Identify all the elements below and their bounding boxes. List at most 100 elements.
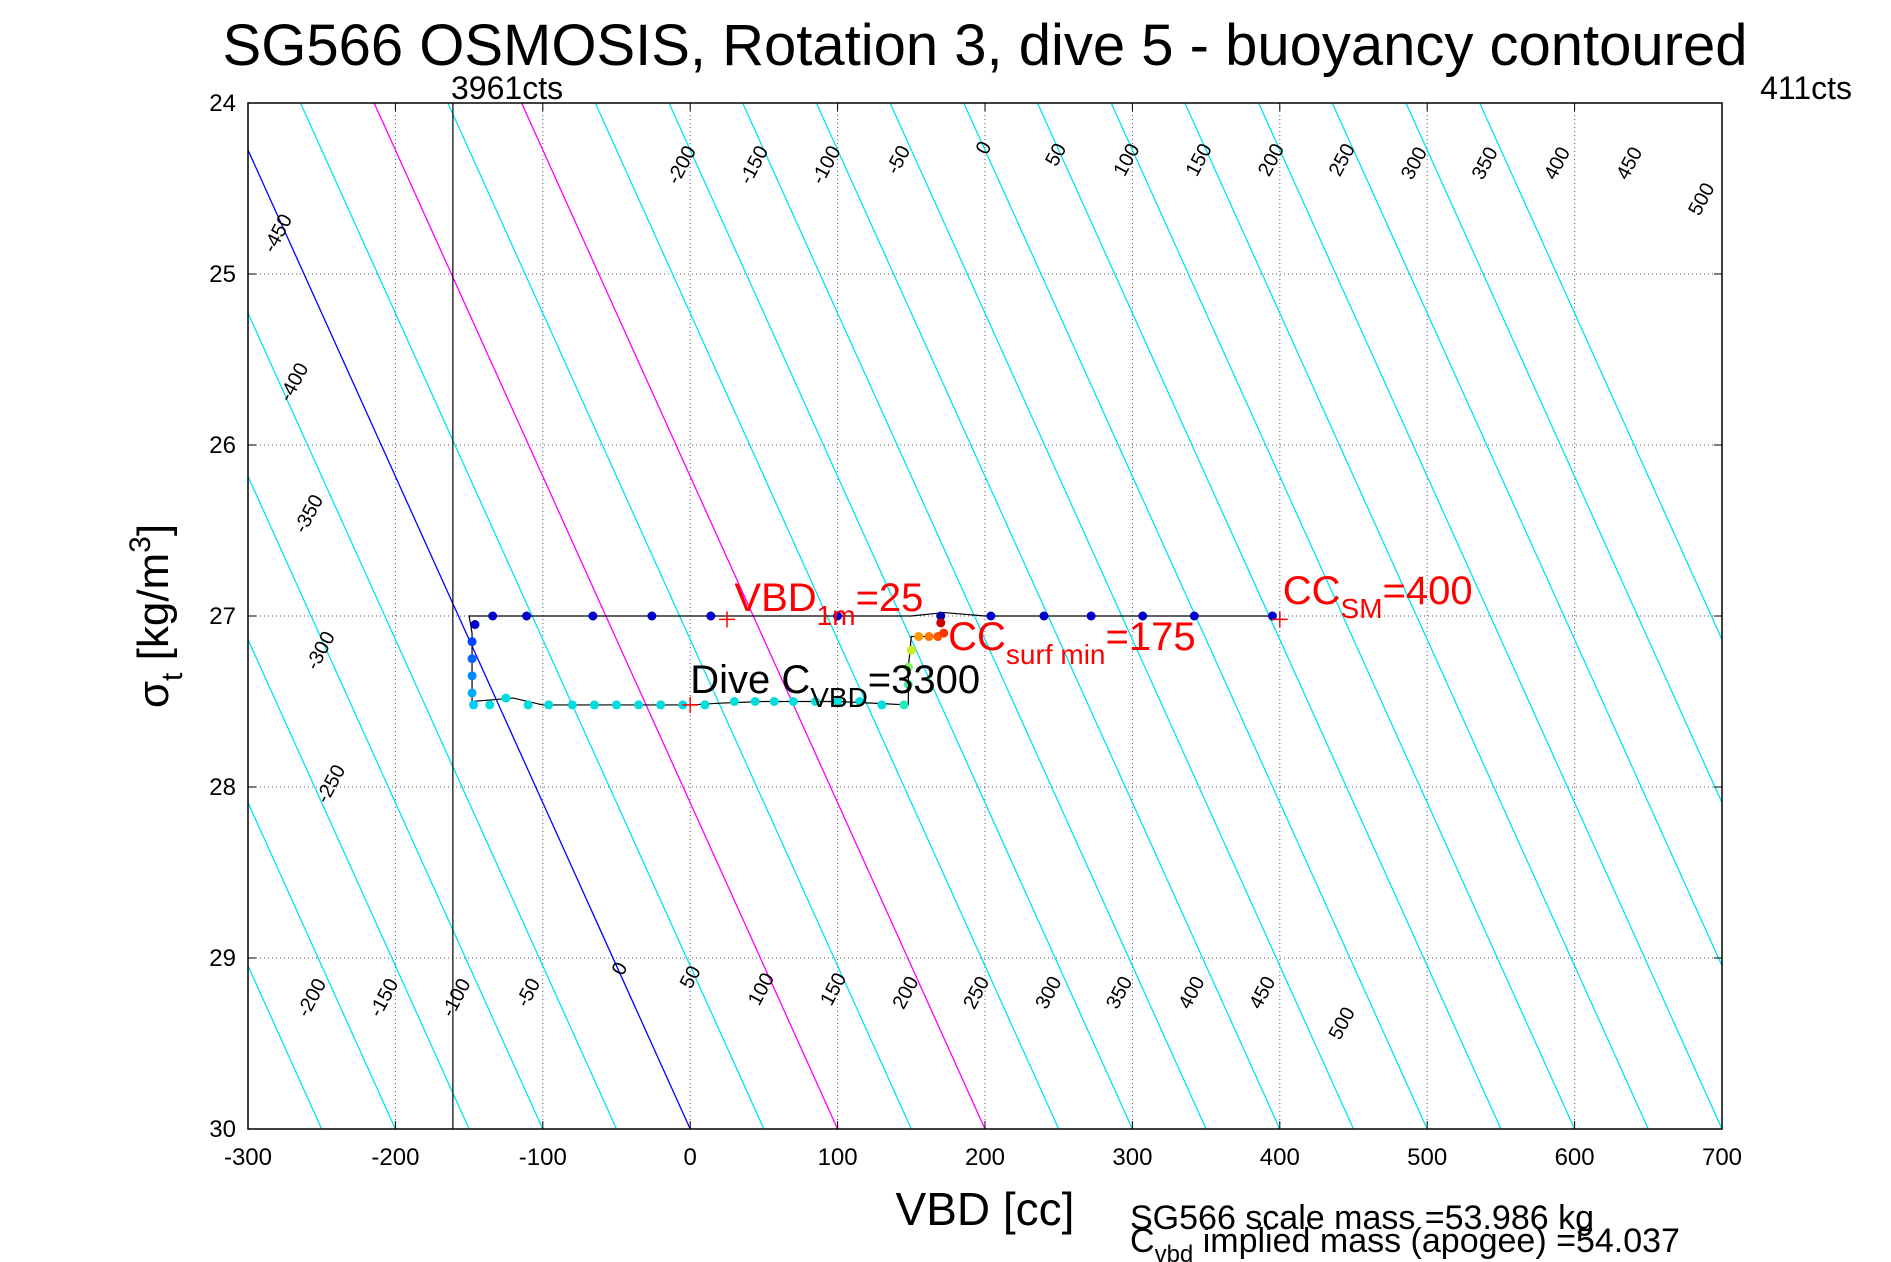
x-tick-label: -100 — [519, 1144, 567, 1171]
x-tick-label: 0 — [684, 1144, 697, 1171]
dive-point — [729, 697, 739, 706]
contour-label: -150 — [735, 142, 773, 188]
contour-label: 250 — [959, 973, 994, 1013]
reference-marker — [682, 696, 699, 713]
vbd-max-counts-label: 411cts — [1760, 70, 1852, 106]
dive-point — [936, 618, 946, 628]
annotation-cc_surf_min: CCsurf min=175 — [948, 615, 1195, 670]
vbd-min-counts-label: 3961cts — [451, 70, 563, 106]
y-axis-label: σt [kg/m3] — [124, 524, 189, 708]
dive-point — [467, 637, 477, 647]
dive-point — [467, 671, 477, 681]
contour-label: 200 — [888, 973, 923, 1013]
annotation-value: =25 — [856, 576, 924, 620]
dive-point — [700, 700, 710, 710]
dive-point — [485, 700, 495, 710]
dive-point — [522, 611, 532, 621]
contour-line--450 — [0, 103, 27, 1129]
contour-line--150 — [248, 637, 470, 1129]
contour-label: -50 — [512, 975, 545, 1011]
reference-marker — [719, 611, 736, 628]
contour-label: 0 — [972, 138, 997, 158]
annotation-sub: VBD — [810, 682, 868, 713]
contour-label: -250 — [312, 761, 350, 807]
y-tick-label: 29 — [209, 945, 236, 972]
dive-point — [986, 611, 996, 621]
dive-point — [706, 611, 716, 621]
contour-label: 200 — [1254, 140, 1289, 180]
footer-implied-mass: Cvbd implied mass (apogee) =54.037 — [1130, 1222, 1680, 1262]
contour-label: 500 — [1325, 1004, 1360, 1044]
contour-label: -100 — [437, 975, 475, 1021]
contour-label: -200 — [293, 975, 331, 1021]
dive-point — [1039, 611, 1049, 621]
annotation-sub: 1m — [817, 600, 856, 631]
dive-point — [488, 611, 498, 621]
reference-markers — [682, 611, 1288, 713]
contour-line--400 — [0, 103, 101, 1129]
dive-point — [589, 700, 599, 710]
contour-line-800 — [1405, 103, 1722, 805]
dive-point — [612, 700, 621, 710]
annotation-sub: SM — [1341, 593, 1383, 624]
dive-points — [467, 611, 1277, 710]
contour-label: 300 — [1031, 973, 1066, 1013]
y-axis-label-sub: t — [156, 672, 189, 681]
y-tick-label: 25 — [209, 261, 236, 288]
annotation-value: =175 — [1106, 615, 1196, 659]
footer-scale-mass: SG566 scale mass =53.986 kg — [1130, 1199, 1594, 1237]
dive-point — [750, 697, 760, 706]
contour-line-0 — [248, 148, 691, 1129]
contour-line-600 — [1110, 103, 1576, 1129]
footer-implied-mass-rest: implied mass (apogee) =54.037 — [1193, 1222, 1680, 1260]
contour-lines — [0, 103, 1722, 1129]
dive-point — [899, 700, 909, 710]
y-axis-label-sup: 3 — [124, 536, 157, 553]
annotation-vbd_1m: VBD1m=25 — [734, 576, 923, 631]
dive-point — [855, 697, 865, 706]
x-tick-label: 200 — [965, 1144, 1005, 1171]
contour-label: -450 — [259, 211, 297, 257]
dive-point — [924, 632, 934, 642]
dive-point — [788, 697, 798, 706]
y-axis-label-end: ] — [129, 524, 178, 536]
dive-point — [1138, 611, 1148, 621]
dive-point — [769, 697, 779, 706]
contour-label: 100 — [744, 969, 779, 1009]
contour-line-750 — [1331, 103, 1722, 968]
dive-point — [656, 700, 666, 710]
contour-label: 150 — [816, 969, 851, 1009]
dive-point — [939, 628, 949, 638]
y-tick-label: 27 — [209, 603, 236, 630]
y-axis-ticks: 24 25 26 27 28 29 30 — [209, 90, 1722, 1143]
x-tick-label: 100 — [818, 1144, 858, 1171]
annotation-cc_sm: CCSM=400 — [1283, 569, 1473, 624]
contour-label: 400 — [1174, 973, 1209, 1013]
y-tick-label: 24 — [209, 90, 236, 117]
contour-label: -200 — [663, 142, 701, 188]
contour-label: 350 — [1468, 144, 1503, 184]
dive-point — [833, 697, 843, 706]
dive-point — [1267, 611, 1277, 621]
contour-line--200 — [248, 801, 396, 1129]
dive-point — [467, 688, 477, 698]
contour-label: 500 — [1684, 179, 1719, 219]
annotation-main: Dive C — [690, 658, 810, 702]
y-tick-label: 28 — [209, 774, 236, 801]
footer-implied-mass-main: C — [1130, 1222, 1155, 1260]
x-tick-label: 400 — [1260, 1144, 1300, 1171]
annotation-dive_cvbd: Dive CVBD=3300 — [690, 658, 980, 713]
dive-point — [470, 620, 480, 630]
contour-line-850 — [1479, 103, 1722, 642]
x-tick-label: 600 — [1555, 1144, 1595, 1171]
x-tick-label: 700 — [1702, 1144, 1742, 1171]
x-tick-label: 500 — [1407, 1144, 1447, 1171]
contour-label: 350 — [1102, 973, 1137, 1013]
y-tick-label: 30 — [209, 1116, 236, 1143]
chart-title: SG566 OSMOSIS, Rotation 3, dive 5 - buoy… — [223, 13, 1748, 78]
annotation-value: =400 — [1383, 569, 1473, 613]
annotation-value: =3300 — [868, 658, 980, 702]
dive-point — [833, 611, 843, 621]
dive-point — [501, 693, 511, 703]
